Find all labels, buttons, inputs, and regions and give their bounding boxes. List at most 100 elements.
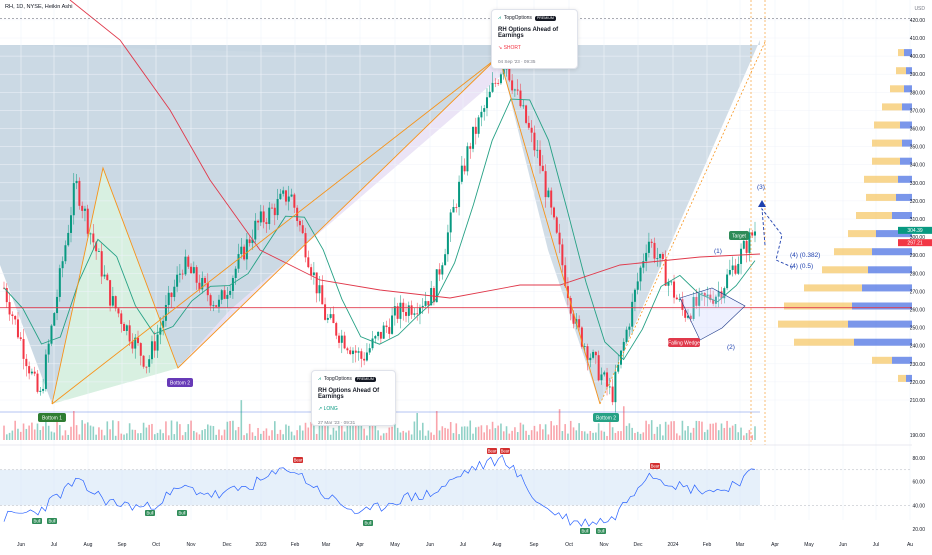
candle-body[interactable] xyxy=(215,305,218,307)
candle-body[interactable] xyxy=(628,326,631,330)
candle-body[interactable] xyxy=(700,292,703,294)
candle-body[interactable] xyxy=(561,244,564,266)
vp-bar-down[interactable] xyxy=(902,103,912,111)
vp-bar-up[interactable] xyxy=(872,356,892,364)
candle-body[interactable] xyxy=(332,314,335,324)
candle-body[interactable] xyxy=(164,305,167,321)
candle-body[interactable] xyxy=(684,309,687,318)
vp-bar-down[interactable] xyxy=(904,49,912,57)
candle-body[interactable] xyxy=(271,207,274,209)
vp-bar-down[interactable] xyxy=(892,212,912,219)
candle-body[interactable] xyxy=(243,246,246,260)
candle-body[interactable] xyxy=(541,165,544,172)
candle-body[interactable] xyxy=(452,207,455,213)
candle-body[interactable] xyxy=(273,207,276,216)
candle-body[interactable] xyxy=(64,245,67,262)
candle-body[interactable] xyxy=(231,277,234,291)
vp-bar-down[interactable] xyxy=(892,356,912,364)
candle-body[interactable] xyxy=(617,364,620,372)
candle-body[interactable] xyxy=(728,269,731,275)
candle-body[interactable] xyxy=(192,267,195,274)
candle-body[interactable] xyxy=(460,165,463,182)
candle-body[interactable] xyxy=(508,68,511,81)
candle-body[interactable] xyxy=(142,355,145,367)
candle-body[interactable] xyxy=(50,325,53,344)
candle-body[interactable] xyxy=(385,325,388,327)
candle-body[interactable] xyxy=(463,165,466,172)
vp-bar-down[interactable] xyxy=(862,284,912,292)
candle-body[interactable] xyxy=(120,313,123,324)
candle-body[interactable] xyxy=(346,348,349,351)
candle-body[interactable] xyxy=(190,266,193,274)
candle-body[interactable] xyxy=(354,350,357,353)
candle-body[interactable] xyxy=(446,232,449,255)
candle-body[interactable] xyxy=(474,126,477,134)
candle-body[interactable] xyxy=(589,357,592,361)
candle-body[interactable] xyxy=(611,386,614,403)
candle-body[interactable] xyxy=(61,261,64,269)
candle-body[interactable] xyxy=(97,251,100,252)
candle-body[interactable] xyxy=(418,307,421,314)
vp-bar-down[interactable] xyxy=(902,139,912,147)
vp-bar-up[interactable] xyxy=(834,248,872,256)
candle-body[interactable] xyxy=(527,122,530,128)
candle-body[interactable] xyxy=(223,290,226,299)
candle-body[interactable] xyxy=(377,331,380,337)
candle-body[interactable] xyxy=(544,171,547,198)
vp-bar-up[interactable] xyxy=(898,374,906,382)
candle-body[interactable] xyxy=(731,265,734,270)
candle-body[interactable] xyxy=(703,292,706,297)
candle-body[interactable] xyxy=(86,208,89,234)
vp-bar-up[interactable] xyxy=(784,302,852,310)
candle-body[interactable] xyxy=(245,239,248,260)
candle-body[interactable] xyxy=(53,313,56,326)
vp-bar-down[interactable] xyxy=(906,374,912,382)
candle-body[interactable] xyxy=(578,319,581,328)
candle-body[interactable] xyxy=(407,305,410,316)
candle-body[interactable] xyxy=(720,291,723,299)
candle-body[interactable] xyxy=(131,341,134,349)
candle-body[interactable] xyxy=(413,313,416,315)
candle-body[interactable] xyxy=(83,208,86,211)
candle-body[interactable] xyxy=(714,296,717,304)
vp-bar-up[interactable] xyxy=(856,212,892,219)
candle-body[interactable] xyxy=(204,277,207,283)
vp-bar-down[interactable] xyxy=(904,85,912,93)
candle-body[interactable] xyxy=(167,292,170,306)
vp-bar-down[interactable] xyxy=(872,248,912,256)
candle-body[interactable] xyxy=(444,254,447,266)
candle-body[interactable] xyxy=(371,338,374,349)
vp-bar-up[interactable] xyxy=(890,85,904,93)
rsi-pane[interactable]: Bull Bull Bull Bull Bull Bull Bull Bear Bear Bear… xyxy=(0,444,912,534)
candle-body[interactable] xyxy=(44,354,47,389)
candle-body[interactable] xyxy=(494,82,497,84)
candle-body[interactable] xyxy=(391,315,394,334)
candle-body[interactable] xyxy=(268,207,271,224)
candle-body[interactable] xyxy=(636,281,639,290)
candle-body[interactable] xyxy=(234,268,237,278)
candle-body[interactable] xyxy=(614,371,617,403)
candle-body[interactable] xyxy=(432,288,435,303)
candle-body[interactable] xyxy=(128,325,131,342)
candle-body[interactable] xyxy=(293,194,296,208)
candle-body[interactable] xyxy=(290,194,293,197)
candle-body[interactable] xyxy=(58,268,61,297)
vp-bar-down[interactable] xyxy=(848,320,912,328)
candle-body[interactable] xyxy=(70,215,73,233)
vp-bar-down[interactable] xyxy=(854,338,912,346)
candle-body[interactable] xyxy=(480,111,483,118)
vp-bar-down[interactable] xyxy=(896,193,912,201)
candle-body[interactable] xyxy=(681,299,684,310)
candle-body[interactable] xyxy=(198,282,201,290)
candle-body[interactable] xyxy=(125,325,128,331)
vp-bar-up[interactable] xyxy=(778,320,848,328)
vp-bar-down[interactable] xyxy=(906,67,912,75)
candle-body[interactable] xyxy=(103,274,106,277)
vp-bar-up[interactable] xyxy=(874,121,900,129)
candle-body[interactable] xyxy=(606,372,609,387)
candle-body[interactable] xyxy=(162,320,165,328)
candle-body[interactable] xyxy=(296,207,299,221)
vp-bar-down[interactable] xyxy=(900,157,912,165)
candle-body[interactable] xyxy=(435,269,438,303)
candle-body[interactable] xyxy=(338,335,341,343)
